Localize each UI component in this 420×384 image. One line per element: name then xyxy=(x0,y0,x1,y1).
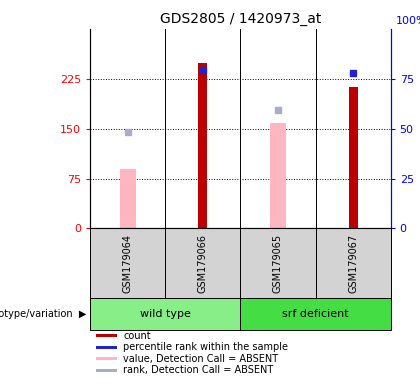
Bar xyxy=(120,169,136,228)
Text: 100%: 100% xyxy=(396,16,420,26)
Text: value, Detection Call = ABSENT: value, Detection Call = ABSENT xyxy=(123,354,278,364)
Text: GSM179065: GSM179065 xyxy=(273,233,283,293)
Bar xyxy=(90,298,241,329)
Bar xyxy=(96,357,117,361)
Text: genotype/variation  ▶: genotype/variation ▶ xyxy=(0,309,86,319)
Text: GSM179064: GSM179064 xyxy=(123,233,133,293)
Bar xyxy=(241,228,315,298)
Bar xyxy=(349,87,357,228)
Bar xyxy=(96,369,117,372)
Bar xyxy=(96,334,117,338)
Bar xyxy=(270,123,286,228)
Bar xyxy=(198,63,207,228)
Text: srf deficient: srf deficient xyxy=(282,309,349,319)
Text: count: count xyxy=(123,331,151,341)
Text: rank, Detection Call = ABSENT: rank, Detection Call = ABSENT xyxy=(123,365,273,375)
Text: percentile rank within the sample: percentile rank within the sample xyxy=(123,342,289,352)
Text: wild type: wild type xyxy=(140,309,191,319)
Bar xyxy=(241,298,391,329)
Bar xyxy=(165,228,240,298)
Bar xyxy=(315,228,391,298)
Title: GDS2805 / 1420973_at: GDS2805 / 1420973_at xyxy=(160,12,321,26)
Text: GSM179067: GSM179067 xyxy=(348,233,358,293)
Bar xyxy=(96,346,117,349)
Text: GSM179066: GSM179066 xyxy=(198,233,208,293)
Bar xyxy=(90,228,165,298)
